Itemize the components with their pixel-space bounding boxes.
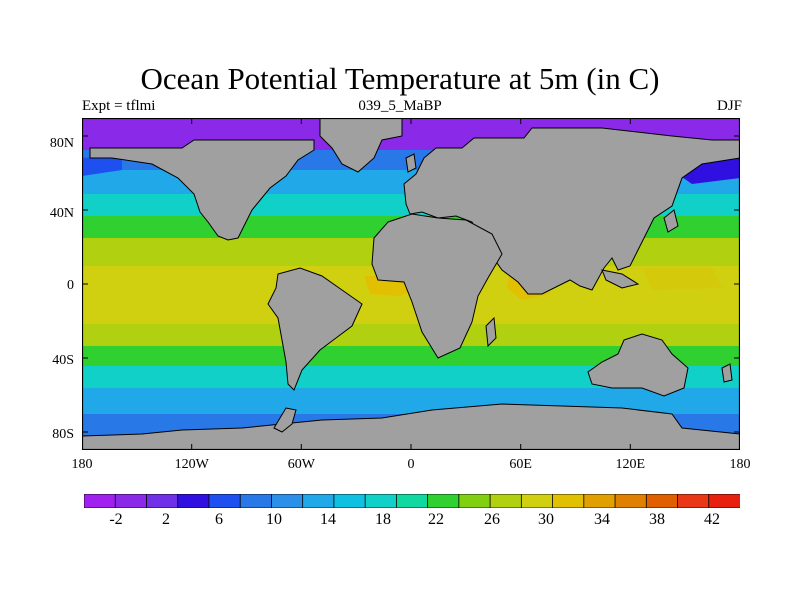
colorbar-label: 26 [484, 511, 500, 528]
colorbar-swatch [458, 494, 491, 508]
lon-label-120e: 120E [615, 457, 646, 472]
lat-label-0: 0 [67, 278, 74, 293]
lon-label-60w: 60W [287, 457, 315, 472]
land-japan [663, 209, 679, 233]
colorbar-label: 6 [215, 511, 223, 528]
colorbar-label: 30 [538, 511, 554, 528]
colorbar-label: 22 [428, 511, 444, 528]
colorbar-label: 10 [266, 511, 282, 528]
colorbar-swatch [614, 494, 648, 508]
lon-label-180e: 180 [729, 457, 751, 472]
colorbar-swatch [84, 494, 117, 508]
colorbar-swatch [583, 494, 616, 508]
lon-label-60e: 60E [509, 457, 532, 472]
colorbar-swatch [364, 494, 398, 508]
season-label: DJF [716, 98, 742, 114]
land-south-america [267, 267, 363, 391]
temperature-map [82, 118, 740, 450]
colorbar-label: -2 [109, 511, 123, 528]
lon-label-180w: 180 [71, 457, 93, 472]
colorbar-swatch [677, 494, 710, 508]
colorbar-swatch [645, 494, 679, 508]
lat-label-40s: 40S [52, 353, 74, 368]
colorbar-label: 18 [375, 511, 391, 528]
band-south-warm [82, 346, 740, 366]
colorbar-swatch [146, 494, 179, 508]
period-label: 039_5_MaBP [358, 98, 442, 114]
colorbar-label: 34 [594, 511, 610, 528]
colorbar-label: 2 [162, 511, 170, 528]
colorbar-label: 38 [649, 511, 665, 528]
colorbar-swatch [271, 494, 304, 508]
colorbar-swatch [520, 494, 554, 508]
land-greenland [319, 118, 403, 173]
plot-title: Ocean Potential Temperature at 5m (in C) [140, 61, 660, 96]
warm-pool-pacific-west [642, 268, 722, 290]
colorbar-swatch [395, 494, 429, 508]
colorbar-swatch [114, 494, 148, 508]
cold-pocket-arctic-west [82, 156, 122, 176]
colorbar-swatch [708, 494, 740, 508]
land-australia [587, 333, 689, 397]
colorbar-swatch [552, 494, 585, 508]
colorbar-swatch [489, 494, 523, 508]
colorbar-swatch [427, 494, 460, 508]
colorbar-swatch [177, 494, 210, 508]
lat-label-80s: 80S [52, 427, 74, 442]
land-uk [405, 153, 417, 173]
lon-label-0: 0 [407, 457, 415, 472]
land-madagascar [485, 316, 497, 348]
lon-label-120w: 120W [174, 457, 209, 472]
land-africa [371, 213, 503, 359]
land-eurasia [403, 127, 740, 295]
lat-label-80n: 80N [49, 136, 74, 151]
land-indonesia [601, 269, 640, 289]
experiment-label: Expt = tflmi [82, 98, 156, 114]
land-north-america [89, 139, 315, 241]
colorbar-swatch [302, 494, 335, 508]
colorbar-swatch [239, 494, 273, 508]
colorbar-swatch [208, 494, 242, 508]
band-subtropic-south [82, 324, 740, 346]
colorbar-swatch [333, 494, 367, 508]
land-new-zealand [721, 363, 733, 383]
band-south-mild [82, 366, 740, 388]
cold-pocket-arctic-east [672, 156, 740, 184]
colorbar [84, 494, 740, 508]
colorbar-label: 42 [704, 511, 720, 528]
colorbar-label: 14 [320, 511, 336, 528]
lat-label-40n: 40N [49, 206, 74, 221]
land-antarctic-peninsula [273, 407, 297, 433]
